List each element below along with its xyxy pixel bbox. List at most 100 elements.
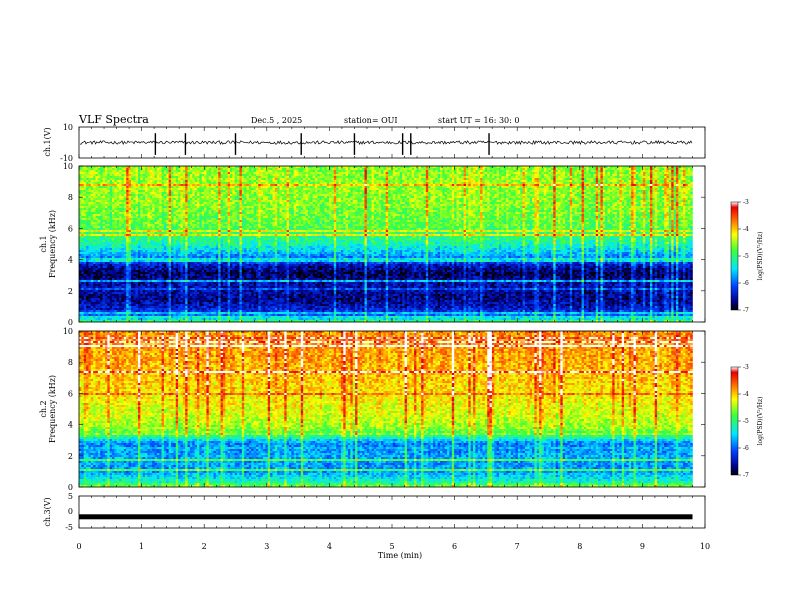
spec-cell — [532, 196, 535, 199]
spec-cell — [369, 188, 372, 191]
spec-cell — [97, 170, 101, 173]
spec-cell — [206, 170, 210, 173]
spec-cell — [201, 186, 205, 189]
spec-cell — [95, 198, 99, 201]
spec-cell — [345, 166, 349, 169]
spec-cell — [661, 180, 665, 183]
spec-cell — [192, 202, 195, 205]
spec-cell — [607, 194, 611, 197]
spec-cell — [149, 184, 153, 187]
spec-cell — [447, 188, 450, 191]
spec-cell — [581, 178, 585, 181]
spec-cell — [496, 180, 500, 183]
spec-cell — [666, 176, 670, 179]
spec-cell — [657, 200, 660, 203]
spec-cell — [557, 184, 561, 187]
spec-cell — [189, 166, 193, 169]
spec-cell — [678, 182, 681, 185]
spec-cell — [225, 192, 228, 195]
spec-cell — [336, 194, 339, 197]
spec-cell — [555, 178, 559, 181]
spec-cell — [154, 182, 158, 185]
spec-cell — [206, 200, 210, 203]
spec-cell — [291, 198, 295, 201]
spec-cell — [88, 178, 92, 181]
spec-cell — [458, 184, 462, 187]
spec-cell — [234, 186, 238, 189]
spec-cell — [135, 172, 139, 175]
spec-cell — [664, 184, 667, 187]
spec-cell — [163, 196, 167, 199]
spec-cell — [246, 200, 250, 203]
spec-cell — [392, 176, 396, 179]
spec-cell — [274, 170, 278, 173]
spec-cell — [444, 200, 448, 203]
spec-cell — [499, 184, 502, 187]
spec-cell — [506, 196, 509, 199]
spec-cell — [107, 176, 110, 179]
spec-cell — [614, 198, 618, 201]
spec-cell — [484, 202, 488, 205]
spec-cell — [123, 178, 127, 181]
spec-cell — [411, 172, 415, 175]
spec-cell — [199, 186, 202, 189]
spec-cell — [539, 186, 542, 189]
spec-cell — [494, 200, 497, 203]
spec-cell — [232, 180, 236, 183]
spec-cell — [390, 174, 394, 177]
spec-cell — [220, 168, 224, 171]
spec-cell — [213, 188, 217, 191]
spec-cell — [347, 172, 351, 175]
spec-cell — [97, 174, 101, 177]
spec-cell — [520, 170, 523, 173]
spec-cell — [192, 176, 195, 179]
spec-cell — [522, 166, 526, 169]
spec-cell — [664, 182, 667, 185]
spec-cell — [675, 172, 679, 175]
spec-cell — [626, 176, 630, 179]
spec-cell — [581, 172, 585, 175]
spec-cell — [265, 190, 269, 193]
spec-cell — [345, 174, 349, 177]
spec-cell — [296, 202, 299, 205]
spec-cell — [640, 190, 644, 193]
spec-cell — [121, 176, 125, 179]
spec-cell — [83, 188, 87, 191]
spec-cell — [668, 166, 672, 169]
spec-cell — [687, 196, 691, 199]
spec-cell — [371, 180, 375, 183]
spec-cell — [508, 178, 512, 181]
spec-cell — [645, 182, 648, 185]
spec-cell — [95, 190, 99, 193]
spec-cell — [484, 182, 488, 185]
spec-cell — [650, 188, 653, 191]
spec-cell — [277, 198, 280, 201]
spec-cell — [557, 190, 561, 193]
spec-cell — [126, 198, 129, 201]
spec-cell — [291, 176, 295, 179]
spec-cell — [116, 184, 120, 187]
spec-cell — [579, 196, 582, 199]
spec-cell — [609, 172, 613, 175]
spec-cell — [624, 198, 627, 201]
spec-cell — [612, 174, 615, 177]
spec-cell — [241, 200, 245, 203]
spec-cell — [395, 168, 398, 171]
spec-cell — [671, 184, 674, 187]
spec-cell — [192, 168, 195, 171]
spec-cell — [248, 188, 252, 191]
spec-cell — [458, 170, 462, 173]
spec-cell — [510, 202, 514, 205]
spec-cell — [414, 188, 417, 191]
spec-cell — [565, 194, 568, 197]
spec-cell — [347, 168, 351, 171]
spec-cell — [100, 196, 103, 199]
spec-cell — [364, 182, 368, 185]
spec-cell — [628, 184, 632, 187]
spec-cell — [397, 182, 401, 185]
spec-cell — [447, 166, 450, 169]
spec-cell — [81, 194, 85, 197]
spec-cell — [449, 192, 453, 195]
spec-cell — [376, 198, 379, 201]
spec-cell — [593, 198, 597, 201]
